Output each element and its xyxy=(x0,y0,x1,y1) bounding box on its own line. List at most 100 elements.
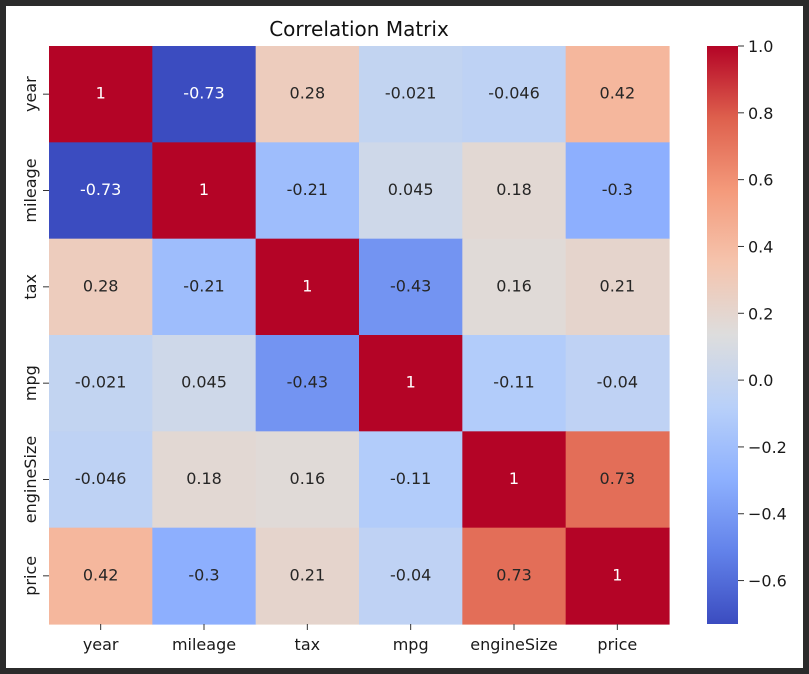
heatmap-cell-year-mileage xyxy=(152,46,257,143)
heatmap-cell-mpg-mpg xyxy=(359,335,463,432)
cell-value-label-tax-engineSize: 0.16 xyxy=(496,276,532,295)
cell-value-label-year-engineSize: -0.046 xyxy=(488,84,540,103)
x-tick-label-mileage: mileage xyxy=(172,635,236,654)
heatmap-cell-mpg-price xyxy=(565,335,670,432)
heatmap-cells: 1 -0.73 0.28 -0.021 -0.046 0.42 -0.73 1 -0.21 0.0… xyxy=(49,46,670,625)
heatmap-cell-engineSize-tax xyxy=(255,431,360,529)
cell-value-label-mpg-engineSize: -0.11 xyxy=(493,373,534,392)
heatmap-cell-mpg-mileage xyxy=(152,335,257,432)
cell-value-label-price-engineSize: 0.73 xyxy=(496,565,532,584)
y-tick-label-year: year xyxy=(21,76,40,112)
heatmap-cell-mileage-mileage xyxy=(152,142,257,240)
y-tick-label-engineSize: engineSize xyxy=(21,436,40,523)
colorbar-tick-label-7: −0.4 xyxy=(748,505,787,524)
y-tick-label-mpg: mpg xyxy=(21,365,40,401)
cell-value-label-year-price: 0.42 xyxy=(600,84,636,103)
cell-value-label-engineSize-year: -0.046 xyxy=(75,469,127,488)
chart-title: Correlation Matrix xyxy=(269,17,449,41)
y-axis-ticks: year mileage tax mpg engineSize price xyxy=(21,76,49,596)
heatmap-cell-engineSize-engineSize xyxy=(462,431,567,529)
cell-value-label-engineSize-mpg: -0.11 xyxy=(390,469,431,488)
heatmap-cell-mileage-tax xyxy=(255,142,360,240)
heatmap-cell-mpg-engineSize xyxy=(462,335,567,432)
cell-value-label-mpg-tax: -0.43 xyxy=(287,373,328,392)
y-tick-label-price: price xyxy=(21,556,40,596)
x-tick-label-engineSize: engineSize xyxy=(470,635,557,654)
cell-value-label-engineSize-mileage: 0.18 xyxy=(186,469,222,488)
cell-value-label-tax-mileage: -0.21 xyxy=(183,276,224,295)
colorbar-tick-label-2: 0.6 xyxy=(748,171,773,190)
heatmap-cell-mileage-year xyxy=(49,142,153,240)
heatmap-cell-mpg-tax xyxy=(255,335,360,432)
heatmap-cell-tax-mileage xyxy=(152,238,257,336)
heatmap-cell-mileage-engineSize xyxy=(462,142,567,240)
colorbar-tick-label-5: 0.0 xyxy=(748,371,773,390)
cell-value-label-engineSize-price: 0.73 xyxy=(600,469,636,488)
cell-value-label-mileage-mpg: 0.045 xyxy=(388,180,434,199)
heatmap-cell-mileage-price xyxy=(565,142,670,240)
heatmap-cell-year-engineSize xyxy=(462,46,567,143)
heatmap-cell-tax-tax xyxy=(255,238,360,336)
heatmap-cell-price-tax xyxy=(255,527,360,625)
colorbar-tick-label-6: −0.2 xyxy=(748,438,787,457)
cell-value-label-mpg-mileage: 0.045 xyxy=(181,373,227,392)
heatmap-cell-mileage-mpg xyxy=(359,142,463,240)
cell-value-label-year-year: 1 xyxy=(96,84,106,103)
cell-value-label-tax-price: 0.21 xyxy=(600,276,636,295)
cell-value-label-mpg-year: -0.021 xyxy=(75,373,127,392)
y-tick-label-tax: tax xyxy=(21,274,40,300)
heatmap-cell-tax-engineSize xyxy=(462,238,567,336)
heatmap-cell-engineSize-price xyxy=(565,431,670,529)
heatmap-cell-price-price xyxy=(565,527,670,625)
heatmap-cell-engineSize-year xyxy=(49,431,153,529)
colorbar: 1.0 0.8 0.6 0.4 0.2 0.0 −0.2 −0.4 −0.6 xyxy=(707,37,787,624)
cell-value-label-price-price: 1 xyxy=(612,565,622,584)
cell-value-label-engineSize-engineSize: 1 xyxy=(509,469,519,488)
cell-value-label-price-year: 0.42 xyxy=(83,565,119,584)
cell-value-label-price-mpg: -0.04 xyxy=(390,565,431,584)
cell-value-label-price-tax: 0.21 xyxy=(290,565,326,584)
heatmap-cell-engineSize-mpg xyxy=(359,431,463,529)
cell-value-label-mileage-year: -0.73 xyxy=(80,180,121,199)
heatmap-cell-price-engineSize xyxy=(462,527,567,625)
cell-value-label-mpg-mpg: 1 xyxy=(406,373,416,392)
heatmap-cell-price-year xyxy=(49,527,153,625)
cell-value-label-mileage-tax: -0.21 xyxy=(287,180,328,199)
heatmap-cell-mpg-year xyxy=(49,335,153,432)
colorbar-tick-label-1: 0.8 xyxy=(748,104,773,123)
heatmap-cell-price-mileage xyxy=(152,527,257,625)
heatmap-cell-year-mpg xyxy=(359,46,463,143)
colorbar-tick-label-4: 0.2 xyxy=(748,304,773,323)
cell-value-label-mileage-price: -0.3 xyxy=(602,180,633,199)
cell-value-label-tax-tax: 1 xyxy=(302,276,312,295)
cell-value-label-mileage-mileage: 1 xyxy=(199,180,209,199)
chart-frame: Correlation Matrix 1 -0.73 0.28 -0.021 -0.04… xyxy=(6,6,803,668)
cell-value-label-engineSize-tax: 0.16 xyxy=(290,469,326,488)
heatmap-cell-year-year xyxy=(49,46,153,143)
x-axis-ticks: year mileage tax mpg engineSize price xyxy=(83,624,637,654)
cell-value-label-tax-year: 0.28 xyxy=(83,276,119,295)
cell-value-label-year-tax: 0.28 xyxy=(290,84,326,103)
cell-value-label-mileage-engineSize: 0.18 xyxy=(496,180,532,199)
colorbar-tick-label-0: 1.0 xyxy=(748,37,773,56)
cell-value-label-tax-mpg: -0.43 xyxy=(390,276,431,295)
heatmap-cell-price-mpg xyxy=(359,527,463,625)
colorbar-gradient xyxy=(707,46,738,624)
x-tick-label-price: price xyxy=(597,635,637,654)
heatmap-cell-year-price xyxy=(565,46,670,143)
heatmap-cell-tax-mpg xyxy=(359,238,463,336)
cell-value-label-price-mileage: -0.3 xyxy=(188,565,219,584)
cell-value-label-mpg-price: -0.04 xyxy=(597,373,638,392)
x-tick-label-tax: tax xyxy=(295,635,321,654)
correlation-heatmap-chart: Correlation Matrix 1 -0.73 0.28 -0.021 -0.04… xyxy=(21,17,787,654)
colorbar-tick-label-8: −0.6 xyxy=(748,572,787,591)
cell-value-label-year-mileage: -0.73 xyxy=(183,84,224,103)
heatmap-cell-year-tax xyxy=(255,46,360,143)
x-tick-label-year: year xyxy=(83,635,119,654)
heatmap-cell-engineSize-mileage xyxy=(152,431,257,529)
heatmap-cell-tax-price xyxy=(565,238,670,336)
x-tick-label-mpg: mpg xyxy=(393,635,429,654)
cell-value-label-year-mpg: -0.021 xyxy=(385,84,437,103)
heatmap-cell-tax-year xyxy=(49,238,153,336)
colorbar-tick-label-3: 0.4 xyxy=(748,237,773,256)
